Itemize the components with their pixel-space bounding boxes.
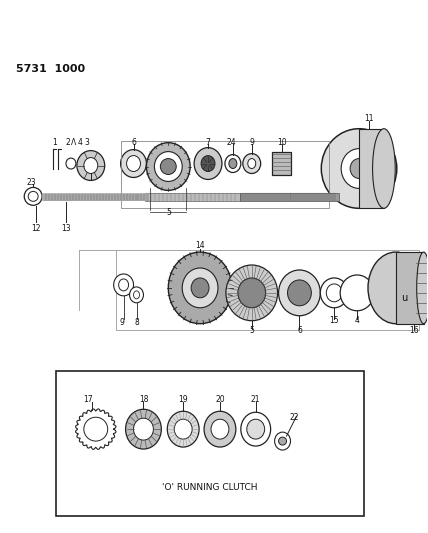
Text: u: u (401, 293, 407, 303)
Ellipse shape (77, 151, 105, 181)
Ellipse shape (127, 156, 140, 172)
Ellipse shape (275, 432, 291, 450)
Bar (240, 193, 339, 201)
Ellipse shape (372, 129, 395, 208)
Ellipse shape (182, 268, 218, 308)
Ellipse shape (134, 291, 140, 299)
Text: 13: 13 (61, 224, 71, 233)
Ellipse shape (279, 437, 286, 445)
Text: 17: 17 (83, 395, 92, 404)
Text: 12: 12 (31, 224, 41, 233)
Text: 5731  1000: 5731 1000 (16, 64, 86, 74)
Text: 8: 8 (134, 318, 139, 327)
Text: 20: 20 (215, 395, 225, 404)
Ellipse shape (279, 270, 320, 316)
Bar (359, 129, 384, 208)
Ellipse shape (191, 278, 209, 298)
Ellipse shape (155, 151, 182, 181)
Text: 5: 5 (250, 326, 254, 335)
Ellipse shape (326, 284, 342, 302)
Bar (116, 250, 419, 330)
Ellipse shape (84, 417, 108, 441)
Ellipse shape (248, 158, 256, 168)
Ellipse shape (368, 252, 424, 324)
Ellipse shape (125, 409, 161, 449)
Ellipse shape (174, 419, 192, 439)
Ellipse shape (201, 156, 215, 172)
Ellipse shape (119, 279, 128, 291)
Text: 6: 6 (131, 138, 136, 147)
Ellipse shape (241, 412, 270, 446)
Ellipse shape (350, 158, 368, 179)
Text: 22: 22 (290, 413, 299, 422)
Text: 7: 7 (205, 138, 211, 147)
Ellipse shape (121, 150, 146, 177)
Ellipse shape (146, 143, 190, 190)
Text: 19: 19 (178, 395, 188, 404)
Bar (146, 193, 240, 201)
Ellipse shape (243, 154, 261, 173)
Text: 1: 1 (53, 138, 57, 147)
Text: 11: 11 (364, 114, 374, 123)
Text: 16: 16 (409, 326, 419, 335)
Ellipse shape (320, 278, 348, 308)
Bar (121, 141, 329, 208)
Text: 4: 4 (355, 316, 360, 325)
Text: 2: 2 (65, 138, 70, 147)
Ellipse shape (288, 280, 311, 306)
Ellipse shape (28, 191, 38, 201)
Ellipse shape (417, 252, 428, 324)
Bar (46, 195, 146, 200)
Ellipse shape (130, 287, 143, 303)
Ellipse shape (66, 158, 76, 169)
Text: Λ: Λ (71, 138, 77, 147)
Bar (56, 372, 364, 516)
Text: 23: 23 (27, 178, 36, 187)
Ellipse shape (167, 411, 199, 447)
Ellipse shape (160, 158, 176, 174)
Text: 24: 24 (226, 138, 236, 147)
Text: 4: 4 (77, 138, 82, 147)
Ellipse shape (204, 411, 236, 447)
Text: 5: 5 (166, 208, 171, 217)
Text: 10: 10 (277, 138, 286, 147)
Text: 21: 21 (251, 395, 261, 404)
Bar (272, 151, 291, 175)
Text: 9: 9 (250, 138, 254, 147)
Bar (396, 252, 424, 324)
Text: 15: 15 (330, 316, 339, 325)
Ellipse shape (194, 148, 222, 180)
Ellipse shape (168, 252, 232, 324)
Ellipse shape (341, 149, 377, 188)
Text: 14: 14 (195, 240, 205, 249)
Ellipse shape (247, 419, 265, 439)
Text: 18: 18 (139, 395, 148, 404)
Ellipse shape (340, 275, 374, 311)
Ellipse shape (225, 155, 241, 173)
Text: 'O' RUNNING CLUTCH: 'O' RUNNING CLUTCH (162, 483, 258, 492)
Ellipse shape (134, 418, 153, 440)
Ellipse shape (226, 265, 278, 321)
Ellipse shape (229, 158, 237, 168)
Ellipse shape (24, 188, 42, 205)
Ellipse shape (238, 278, 266, 308)
Ellipse shape (84, 158, 98, 173)
Ellipse shape (114, 274, 134, 296)
Ellipse shape (321, 129, 397, 208)
Text: 3: 3 (84, 138, 89, 147)
Ellipse shape (211, 419, 229, 439)
Text: 6: 6 (297, 326, 302, 335)
Text: 9: 9 (119, 318, 124, 327)
